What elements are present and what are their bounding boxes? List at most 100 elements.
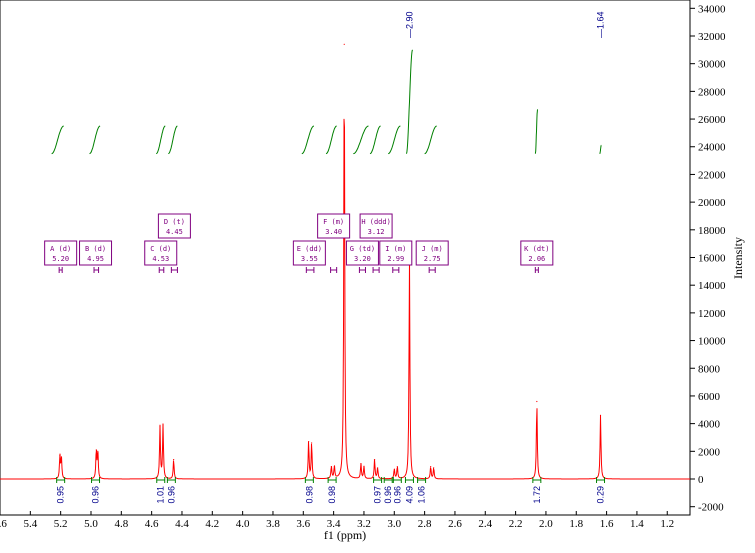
spectrum-line <box>0 118 690 480</box>
multiplet-label: J (m) <box>422 245 443 253</box>
multiplet-shift: 4.53 <box>152 255 169 263</box>
x-tick-label: 5.0 <box>84 518 98 530</box>
spectrum-peak-point <box>333 465 335 468</box>
multiplet-shift: 4.45 <box>166 228 183 236</box>
multiplet-box <box>144 240 178 266</box>
integral-value: 1.01 <box>156 486 166 504</box>
peak-label: —1.64 <box>596 11 606 38</box>
spectrum-peak-point <box>433 467 435 469</box>
multiplet-label: G (td) <box>350 245 375 253</box>
integral-curve <box>534 109 539 154</box>
integral-curve <box>325 125 337 155</box>
spectrum-peak-point <box>173 459 175 461</box>
x-tick-label: 5.2 <box>54 518 68 530</box>
y-tick-label: 32000 <box>698 31 726 43</box>
y-tick-label: 18000 <box>698 225 726 237</box>
integral-value: 0.96 <box>91 486 101 504</box>
multiplet-annotations: A (d) 5.20 B (d) 4.95 C (d) 4.53 D (t) 4.45 E (d… <box>44 213 554 273</box>
x-tick-label: 1.2 <box>660 518 674 530</box>
y-tick-label: 12000 <box>698 308 726 320</box>
integral-value: 1.72 <box>532 486 542 504</box>
spectrum-peak-point <box>377 467 379 469</box>
x-tick-label: 4.2 <box>205 518 219 530</box>
multiplet-shift: 5.20 <box>52 255 69 263</box>
y-tick-label: -2000 <box>698 502 724 514</box>
multiplet-label: K (dt) <box>524 245 549 253</box>
spectrum-peak-point <box>360 463 362 465</box>
integral-value: 0.96 <box>383 486 393 504</box>
x-tick-label: 3.4 <box>327 518 341 530</box>
integral-value: 0.96 <box>392 486 402 504</box>
x-tick-label: 1.6 <box>600 518 614 530</box>
x-tick-label: 3.0 <box>387 518 401 530</box>
y-tick-label: 4000 <box>698 419 721 431</box>
spectrum-peak-point <box>396 465 398 468</box>
y-tick-label: 30000 <box>698 59 726 71</box>
y-tick-label: 8000 <box>698 363 721 375</box>
multiplet-box <box>415 240 449 266</box>
y-axis: -2000 0 2000 4000 6000 8000 10000 12000 14000 160… <box>690 3 726 514</box>
x-tick-label: 1.4 <box>630 518 644 530</box>
multiplet-label: C (d) <box>150 245 171 253</box>
multiplet-shift: 3.12 <box>368 228 385 236</box>
integral-value: 1.06 <box>417 486 427 504</box>
multiplet-shift: 3.40 <box>325 228 342 236</box>
spectrum-peak-point <box>373 459 376 461</box>
peak-labels: —2.90 —1.64 <box>404 11 605 38</box>
x-tick-label: 3.8 <box>266 518 280 530</box>
multiplet-shift: 2.06 <box>528 255 545 263</box>
x-tick-label: 2.4 <box>478 518 492 530</box>
integral-value: 0.95 <box>56 486 66 504</box>
y-tick-label: 16000 <box>698 253 726 265</box>
y-axis-label: Intensity <box>731 237 745 279</box>
y-tick-label: 14000 <box>698 280 726 292</box>
spectrum-peak-point <box>60 457 63 459</box>
multiplet-shift: 3.55 <box>301 255 318 263</box>
integral-value: 4.09 <box>404 486 414 504</box>
y-tick-label: 28000 <box>698 86 726 98</box>
spectrum-peak-point <box>97 450 99 452</box>
multiplet-label: I (m) <box>385 245 406 253</box>
x-tick-label: 4.4 <box>175 518 189 530</box>
integral-curve <box>405 49 413 154</box>
spectrum-peak-point <box>311 442 313 444</box>
integral-curve <box>599 144 602 154</box>
y-tick-label: 6000 <box>698 391 721 403</box>
multiplet-box <box>292 240 326 266</box>
multiplet-label: A (d) <box>50 245 71 253</box>
multiplet-box <box>379 240 413 266</box>
integral-value: 0.97 <box>373 486 383 504</box>
multiplet-box <box>44 240 78 266</box>
integral-curve <box>424 125 437 155</box>
spectrum-peak-point <box>162 424 164 426</box>
x-tick-label: 3.6 <box>296 518 310 530</box>
multiplet-box <box>79 240 113 266</box>
multiplet-box <box>359 213 393 239</box>
spectrum-peak-point <box>536 400 538 403</box>
integral-value: 0.98 <box>304 486 314 504</box>
integral-curve <box>369 125 381 155</box>
x-tick-label: 4.6 <box>145 518 159 530</box>
spectrum-peak-point <box>159 425 161 427</box>
multiplet-shift: 4.95 <box>87 255 104 263</box>
integral-annotations: 0.95 0.96 1.01 0.96 0.98 0.98 0.97 0.96 0.96 4.09… <box>56 477 606 504</box>
integral-curves <box>51 49 602 155</box>
y-tick-label: 26000 <box>698 114 726 126</box>
multiplet-label: H (ddd) <box>361 218 391 226</box>
multiplet-box <box>157 213 191 239</box>
integral-value: 0.98 <box>327 486 337 504</box>
integral-curve <box>301 125 315 155</box>
x-tick-label: 3.2 <box>357 518 371 530</box>
x-tick-label: 2.6 <box>448 518 462 530</box>
peak-label: —2.90 <box>404 11 414 38</box>
multiplet-box <box>345 240 379 266</box>
spectrum-layer <box>0 43 690 480</box>
multiplet-box <box>317 213 351 239</box>
multiplet-shift: 2.99 <box>387 255 404 263</box>
spectrum-peak-point <box>430 465 432 468</box>
spectrum-peak-point <box>393 468 395 470</box>
x-tick-label: 2.8 <box>418 518 432 530</box>
integral-value: 0.96 <box>166 486 176 504</box>
y-tick-label: 2000 <box>698 446 721 458</box>
integral-curve <box>388 125 401 155</box>
